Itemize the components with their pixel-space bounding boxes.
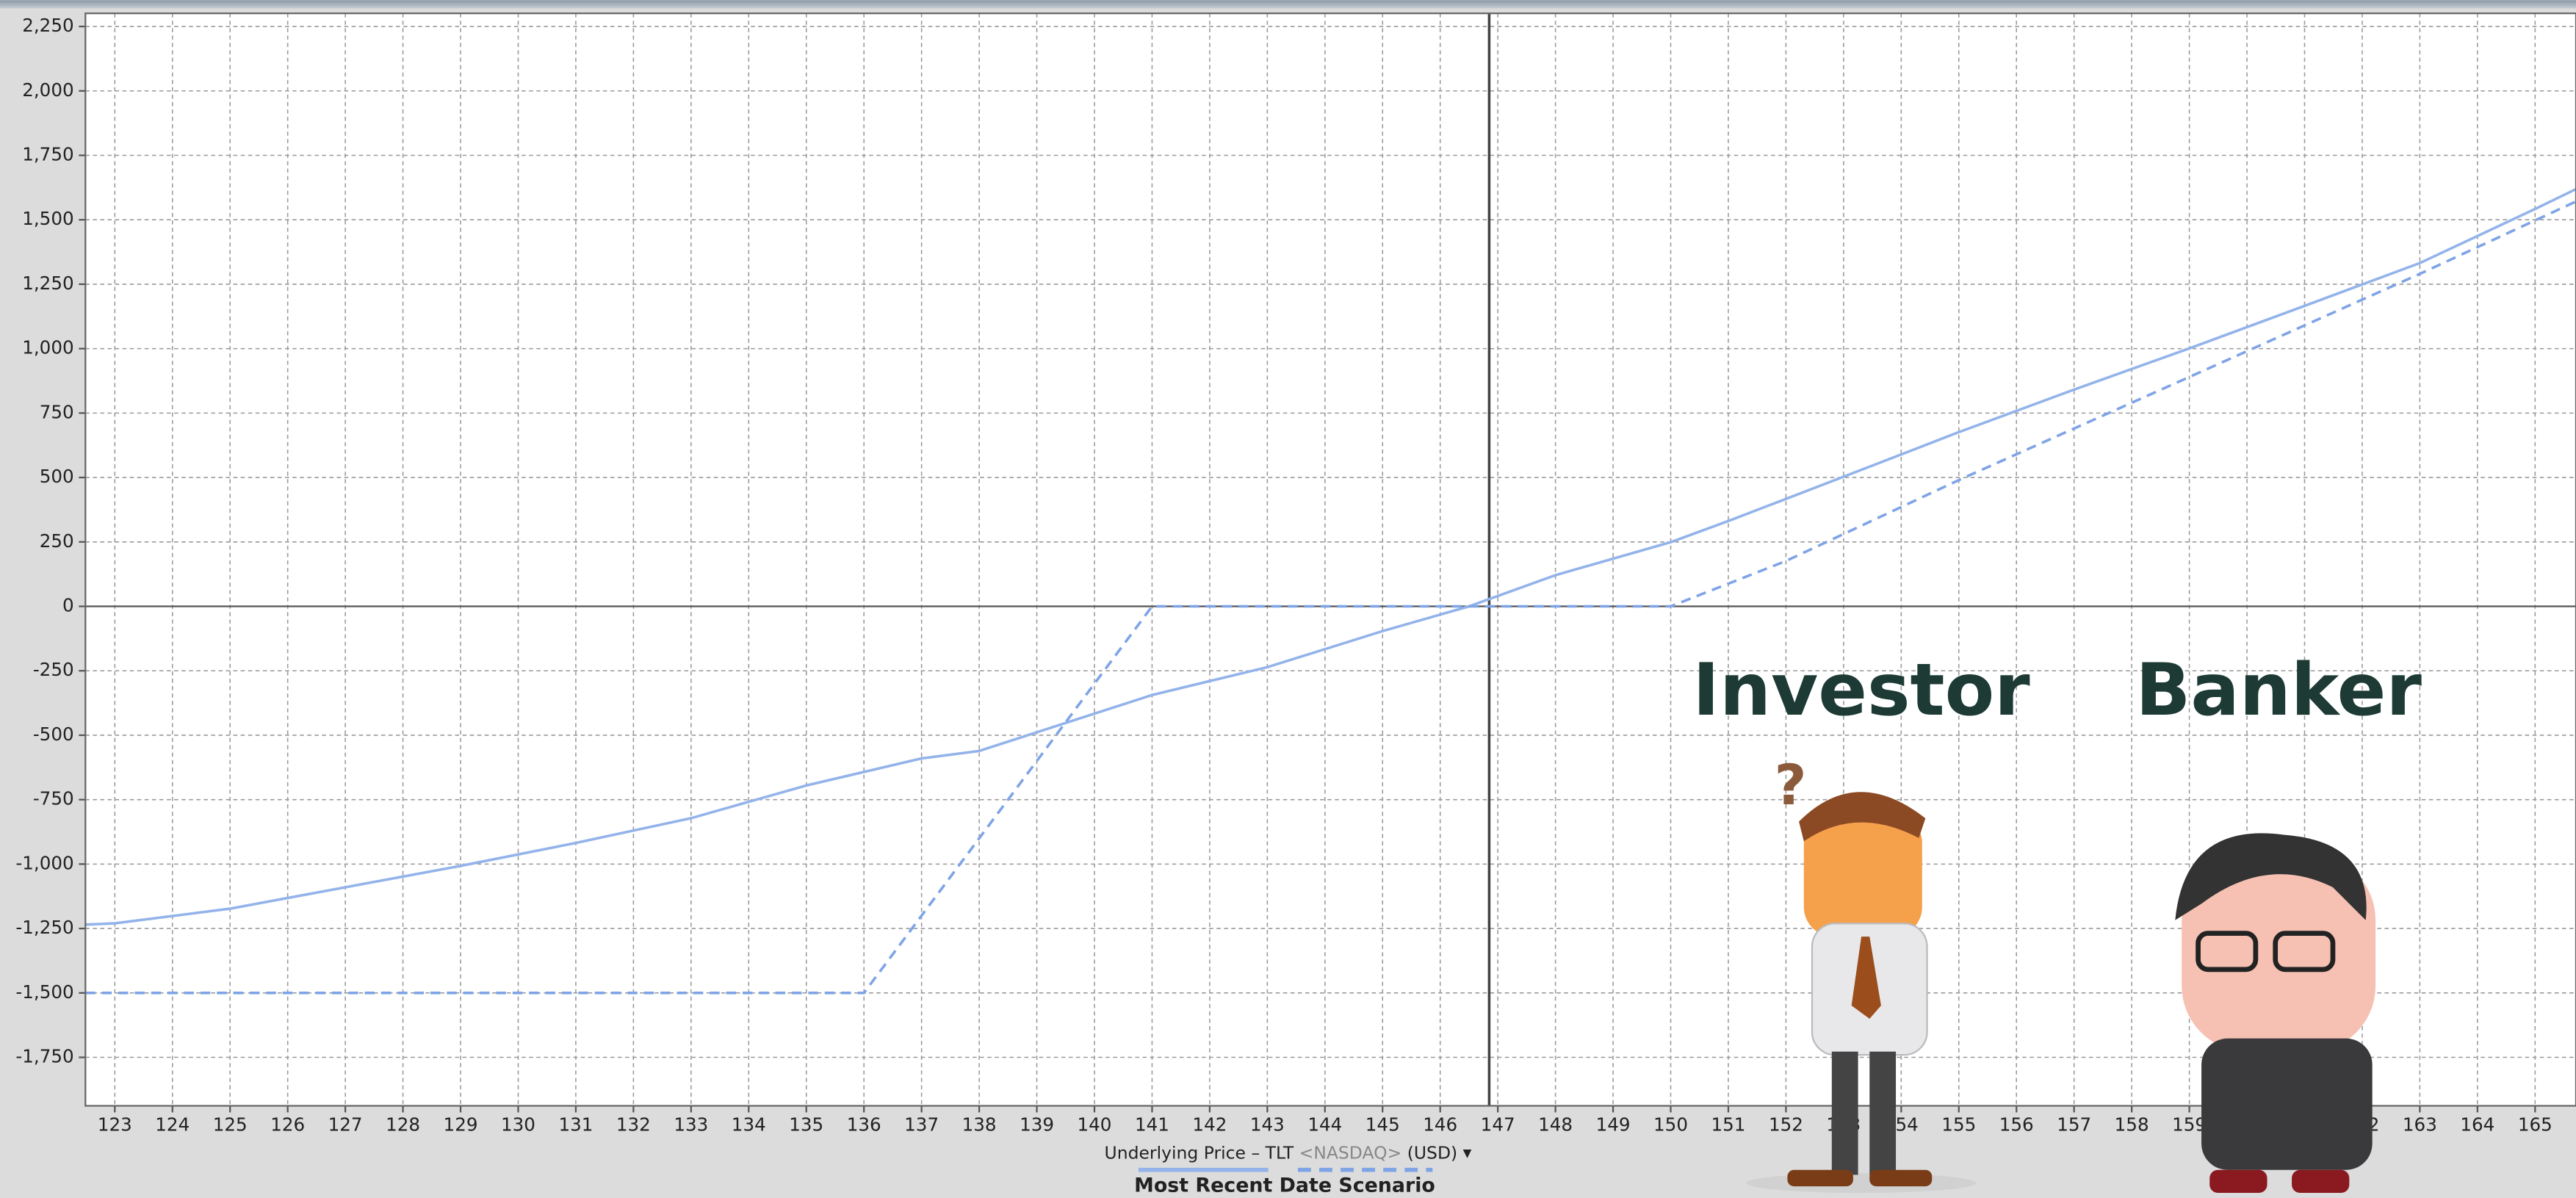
x-tick-label: 144 bbox=[1307, 1114, 1342, 1135]
x-tick-label: 165 bbox=[2518, 1114, 2552, 1135]
x-tick-label: 159 bbox=[2172, 1114, 2207, 1135]
y-tick-label: -250 bbox=[33, 659, 74, 680]
y-tick-label: 1,000 bbox=[22, 337, 73, 358]
x-tick-label: 136 bbox=[847, 1114, 881, 1135]
y-tick-label: 0 bbox=[62, 595, 74, 616]
x-tick-label: 131 bbox=[558, 1114, 593, 1135]
x-tick-label: 155 bbox=[1941, 1114, 1976, 1135]
x-tick-label: 142 bbox=[1192, 1114, 1227, 1135]
series-line bbox=[85, 187, 2576, 926]
y-tick-label: 1,500 bbox=[22, 208, 73, 229]
y-tick-label: -500 bbox=[33, 724, 74, 745]
lines bbox=[85, 187, 2576, 995]
y-tick-label: 250 bbox=[40, 530, 74, 552]
y-tick-label: -750 bbox=[33, 788, 74, 809]
x-tick-label: 147 bbox=[1481, 1114, 1515, 1135]
top-bar bbox=[0, 0, 2576, 9]
x-tick-label: 137 bbox=[904, 1114, 939, 1135]
x-tick-label: 145 bbox=[1365, 1114, 1400, 1135]
x-tick-label: 139 bbox=[1020, 1114, 1054, 1135]
x-tick-label: 151 bbox=[1711, 1114, 1745, 1135]
x-tick-label: 149 bbox=[1596, 1114, 1631, 1135]
investor-figure: ? bbox=[1746, 752, 1977, 1194]
x-tick-label: 135 bbox=[789, 1114, 823, 1135]
x-tick-label: 128 bbox=[386, 1114, 420, 1135]
x-tick-label: 130 bbox=[501, 1114, 535, 1135]
x-tick-label: 152 bbox=[1769, 1114, 1803, 1135]
x-axis-label: Underlying Price – TLT <NASDAQ> (USD) ▾ bbox=[1105, 1142, 1472, 1163]
x-tick-label: 129 bbox=[444, 1114, 478, 1135]
y-tick-label: -1,500 bbox=[15, 981, 73, 1003]
y-tick-label: 500 bbox=[40, 466, 74, 487]
annotation: Banker bbox=[2135, 649, 2422, 732]
plot-area bbox=[85, 13, 2576, 1106]
svg-text:?: ? bbox=[1775, 752, 1807, 818]
x-tick-label: 148 bbox=[1538, 1114, 1573, 1135]
x-tick-label: 150 bbox=[1653, 1114, 1688, 1135]
x-tick-label: 163 bbox=[2403, 1114, 2437, 1135]
annotation: Investor bbox=[1692, 649, 2030, 732]
plot-border bbox=[84, 12, 2576, 1107]
y-tick-label: 1,750 bbox=[22, 143, 73, 165]
y-tick-label: 1,250 bbox=[22, 273, 73, 294]
x-tick-label: 158 bbox=[2115, 1114, 2149, 1135]
x-tick-label: 124 bbox=[155, 1114, 190, 1135]
y-tick-label: 2,000 bbox=[22, 79, 73, 101]
x-tick-label: 157 bbox=[2057, 1114, 2091, 1135]
y-tick-label: 2,250 bbox=[22, 15, 73, 36]
x-tick-label: 125 bbox=[213, 1114, 248, 1135]
x-tick-label: 132 bbox=[616, 1114, 651, 1135]
x-tick-label: 164 bbox=[2460, 1114, 2494, 1135]
x-tick-label: 140 bbox=[1078, 1114, 1112, 1135]
y-tick-label: 750 bbox=[40, 401, 74, 422]
x-tick-label: 141 bbox=[1135, 1114, 1169, 1135]
grid: 123 124 125 126 127 128 129 130 131 132 133 134 135 1… bbox=[15, 13, 2576, 1135]
y-tick-label: -1,000 bbox=[15, 852, 73, 873]
y-tick-label: -1,250 bbox=[15, 917, 73, 938]
x-tick-label: 138 bbox=[962, 1114, 997, 1135]
series-line bbox=[85, 200, 2576, 995]
x-tick-label: 146 bbox=[1423, 1114, 1457, 1135]
legend-title: Most Recent Date Scenario bbox=[1134, 1174, 1435, 1197]
x-tick-label: 133 bbox=[674, 1114, 708, 1135]
x-tick-label: 127 bbox=[328, 1114, 363, 1135]
y-tick-label: -1,750 bbox=[15, 1046, 73, 1067]
x-tick-label: 123 bbox=[98, 1114, 132, 1135]
x-tick-label: 126 bbox=[270, 1114, 305, 1135]
x-tick-label: 143 bbox=[1250, 1114, 1285, 1135]
x-tick-label: 134 bbox=[732, 1114, 766, 1135]
banker-figure bbox=[2175, 833, 2376, 1194]
x-tick-label: 156 bbox=[1999, 1114, 2034, 1135]
